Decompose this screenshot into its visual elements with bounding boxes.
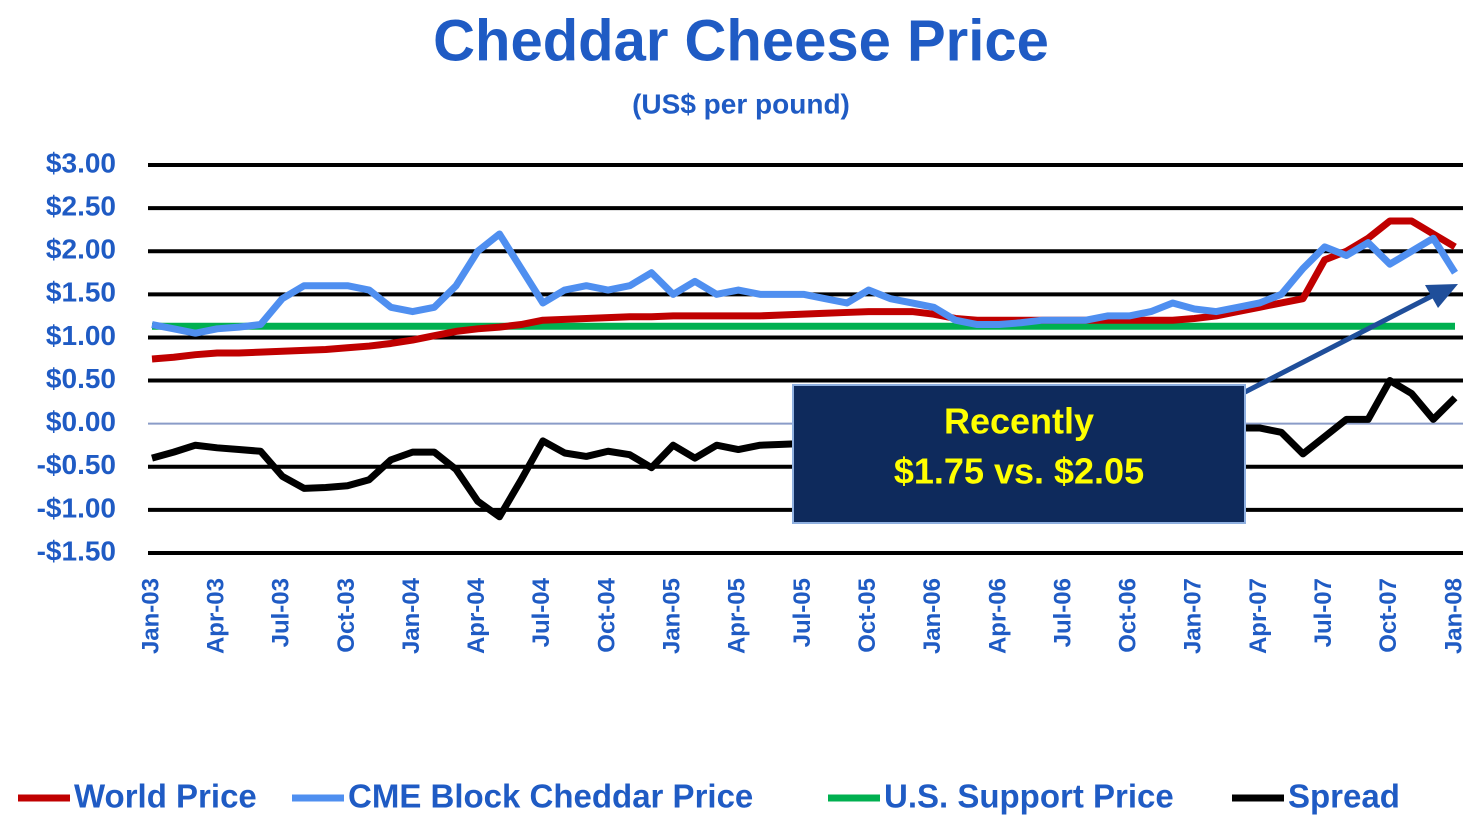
legend-label: Spread <box>1288 778 1400 815</box>
x-tick-label: Apr-04 <box>463 577 490 654</box>
y-tick-label: $2.00 <box>46 234 116 265</box>
y-tick-label: $1.50 <box>46 277 116 308</box>
legend-item: Spread <box>1232 778 1400 815</box>
y-tick-label: -$1.50 <box>37 535 116 566</box>
y-tick-label: -$0.50 <box>37 449 116 480</box>
x-tick-label: Jan-08 <box>1440 578 1463 654</box>
y-tick-label: $0.00 <box>46 406 116 437</box>
series-line <box>151 230 1458 337</box>
x-tick-label: Jul-06 <box>1049 578 1076 647</box>
annotation-text: Recently <box>944 401 1094 442</box>
y-tick-label: -$1.00 <box>37 492 116 523</box>
y-tick-label: $0.50 <box>46 363 116 394</box>
x-tick-label: Jan-06 <box>919 578 946 654</box>
chart-title: Cheddar Cheese Price <box>433 8 1049 73</box>
y-tick-label: $3.00 <box>46 147 116 178</box>
arrow-head <box>1425 284 1458 308</box>
annotation-text: $1.75 vs. $2.05 <box>894 451 1144 492</box>
x-tick-label: Jan-04 <box>398 577 425 654</box>
x-tick-label: Jan-07 <box>1180 578 1207 654</box>
x-tick-label: Apr-05 <box>724 578 751 654</box>
annotation: Recently $1.75 vs. $2.05 <box>792 284 1458 524</box>
annotation-box <box>792 384 1246 524</box>
legend-label: U.S. Support Price <box>884 778 1174 815</box>
x-tick-label: Jan-03 <box>137 578 164 654</box>
legend-item: World Price <box>18 778 257 815</box>
x-tick-label: Oct-04 <box>593 577 620 652</box>
annotation-arrow <box>1243 293 1434 395</box>
legend-label: World Price <box>74 778 257 815</box>
x-tick-label: Apr-07 <box>1245 578 1272 654</box>
x-tick-label: Jan-05 <box>659 578 686 654</box>
legend-label: CME Block Cheddar Price <box>348 778 753 815</box>
x-tick-label: Jul-05 <box>789 578 816 647</box>
x-tick-label: Apr-03 <box>202 578 229 654</box>
x-tick-label: Apr-06 <box>984 578 1011 654</box>
x-tick-label: Jul-04 <box>528 577 555 647</box>
chart-subtitle: (US$ per pound) <box>632 88 850 119</box>
x-tick-label: Oct-05 <box>854 578 881 653</box>
x-tick-label: Jul-07 <box>1310 578 1337 647</box>
legend-item: U.S. Support Price <box>828 778 1174 815</box>
x-tick-label: Oct-03 <box>333 578 360 653</box>
legend-item: CME Block Cheddar Price <box>292 778 753 815</box>
y-tick-label: $2.50 <box>46 191 116 222</box>
x-tick-label: Jul-03 <box>268 578 295 647</box>
x-tick-label: Oct-07 <box>1375 578 1402 653</box>
x-tick-label: Oct-06 <box>1115 578 1142 653</box>
y-tick-label: $1.00 <box>46 320 116 351</box>
series-line <box>151 217 1457 363</box>
